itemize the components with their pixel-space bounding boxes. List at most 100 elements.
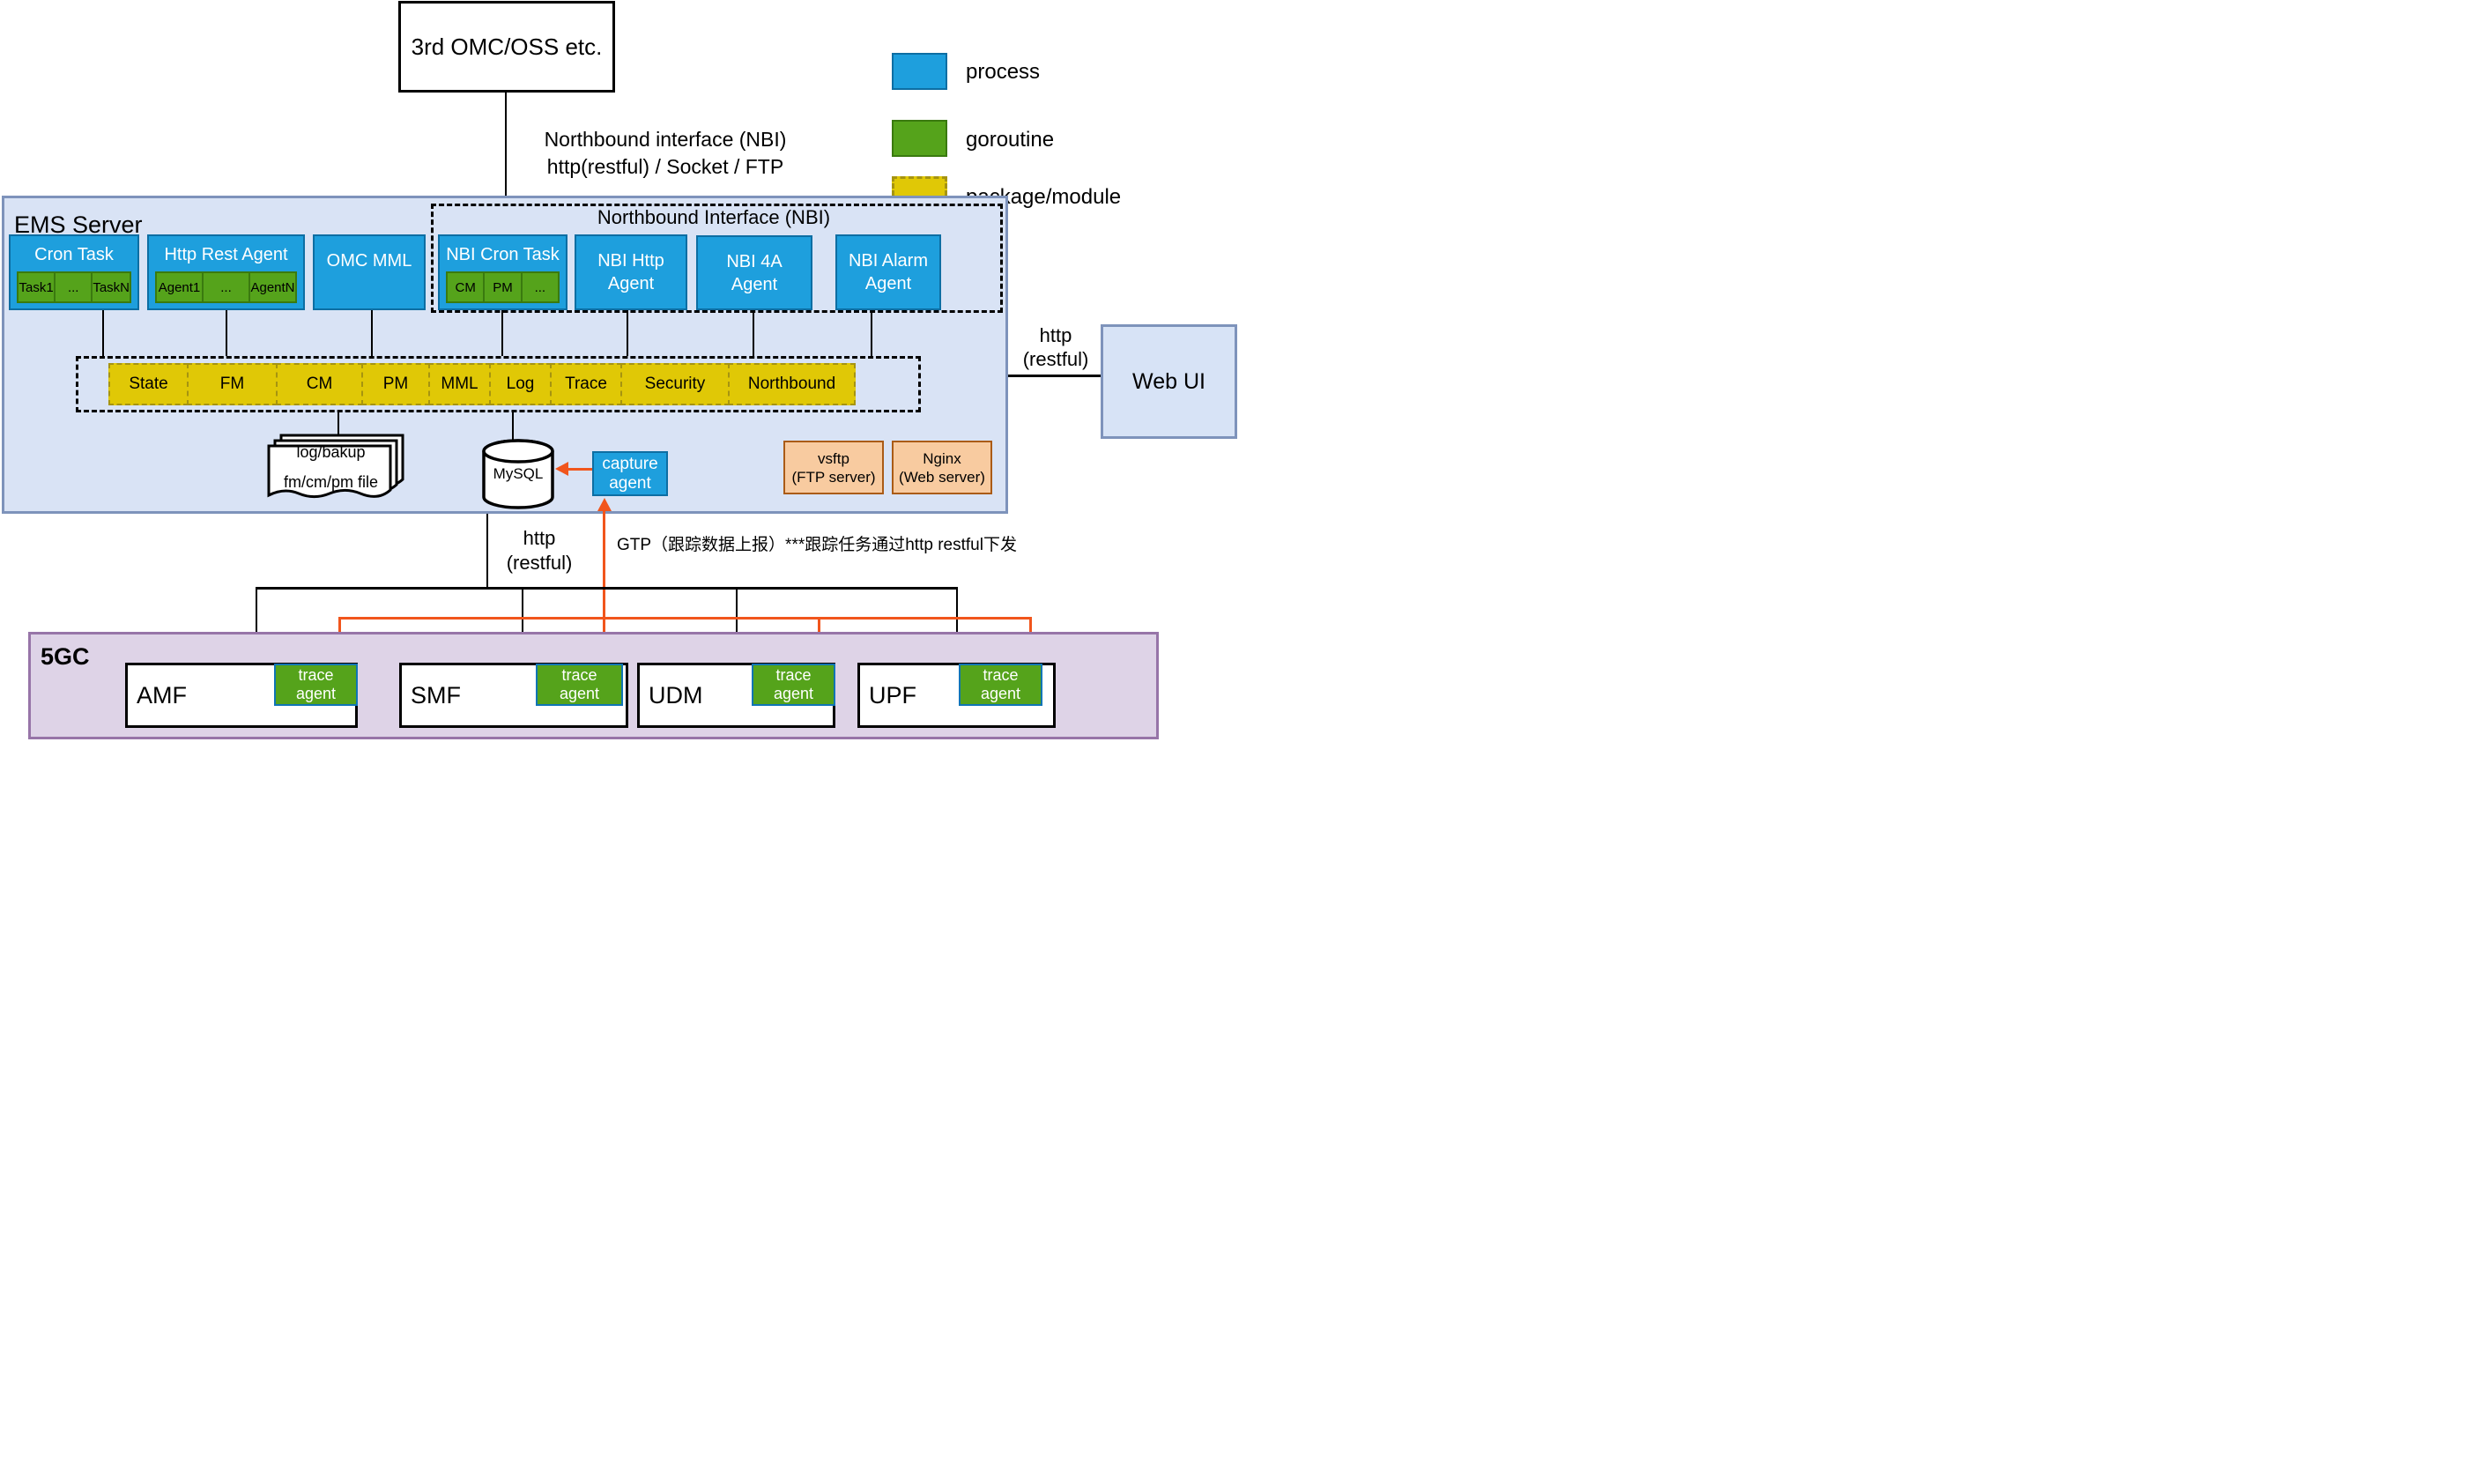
nginx-line1: Nginx: [923, 449, 961, 467]
trace-agent-udm: trace agent: [752, 664, 835, 706]
legend-goroutine-swatch: [892, 120, 947, 157]
http-rest-agent-title: Http Rest Agent: [164, 245, 288, 264]
module-log: Log: [489, 363, 552, 405]
connector-omc-to-ems: [505, 93, 507, 196]
ems-server-title: EMS Server: [14, 211, 143, 238]
connector-modules-mysql: [512, 412, 514, 445]
nbi-alarm-agent-box: NBI Alarm Agent: [835, 234, 941, 310]
webui-link-line1: http: [1039, 324, 1072, 346]
module-northbound: Northbound: [728, 363, 856, 405]
south-http-label: http (restful): [495, 526, 583, 575]
http-rest-agent-cell: Agent1: [157, 273, 204, 301]
trace-agent-line1: trace: [775, 666, 812, 684]
vsftp-box: vsftp (FTP server): [783, 441, 884, 494]
nbi-http-agent-line1: NBI Http: [597, 251, 664, 271]
web-ui-label: Web UI: [1132, 368, 1205, 394]
nginx-line2: (Web server): [899, 468, 985, 486]
module-state: State: [108, 363, 189, 405]
trace-agent-udm-title: trace agent: [774, 666, 813, 703]
module-strip: State FM CM PM MML Log Trace Security No…: [108, 363, 856, 405]
arrow-capture-to-mysql: [567, 468, 592, 471]
legend-process-swatch: [892, 53, 947, 90]
file-stack-icon: [267, 434, 404, 499]
connector-nbi4a-modules: [753, 310, 754, 356]
trace-agent-line2: agent: [295, 685, 337, 702]
module-fm: FM: [187, 363, 278, 405]
trace-agent-line1: trace: [298, 666, 334, 684]
cron-task-cell: ...: [56, 273, 93, 301]
module-pm: PM: [361, 363, 430, 405]
connector-modules-files: [338, 412, 339, 437]
bus-stub-smf: [522, 587, 523, 664]
trace-agent-line2: agent: [559, 685, 600, 702]
arrowhead-left-icon: [555, 462, 568, 476]
trace-agent-upf-title: trace agent: [981, 666, 1020, 703]
nbi-4a-agent-line1: NBI 4A: [726, 251, 783, 271]
web-ui-box: Web UI: [1101, 324, 1237, 439]
nginx-title: Nginx (Web server): [899, 449, 985, 486]
http-rest-agent-box: Http Rest Agent Agent1 ... AgentN: [147, 234, 305, 310]
bus-stub-udm: [736, 587, 738, 664]
arrowhead-up-icon: [597, 498, 612, 511]
nf-label-smf: SMF: [411, 681, 461, 709]
vsftp-line2: (FTP server): [791, 468, 876, 486]
third-party-omc-oss-label: 3rd OMC/OSS etc.: [411, 33, 603, 60]
nbi-cron-task-cell: CM: [448, 273, 486, 301]
nbi-cron-task-cell: PM: [485, 273, 523, 301]
cron-task-box: Cron Task Task1 ... TaskN: [9, 234, 139, 310]
http-rest-agent-goroutines: Agent1 ... AgentN: [155, 271, 297, 303]
nbi-link-label-line1: Northbound interface (NBI): [544, 128, 787, 151]
gtp-uplink-line: [603, 509, 605, 664]
nbi-4a-agent-box: NBI 4A Agent: [696, 235, 812, 310]
cron-task-goroutines: Task1 ... TaskN: [17, 271, 131, 303]
nf-label-upf: UPF: [869, 681, 916, 709]
nbi-alarm-agent-line1: NBI Alarm: [848, 251, 929, 271]
omc-mml-title: OMC MML: [326, 250, 412, 271]
vsftp-title: vsftp (FTP server): [791, 449, 875, 486]
connector-omcmml-modules: [371, 310, 373, 356]
module-layer-container: [76, 356, 921, 412]
trace-agent-smf-title: trace agent: [560, 666, 599, 703]
mysql-label: MySQL: [493, 465, 544, 482]
http-rest-agent-cell: AgentN: [250, 279, 295, 295]
module-trace: Trace: [550, 363, 622, 405]
fivegc-title: 5GC: [41, 643, 90, 670]
nf-label-udm: UDM: [649, 681, 703, 709]
nbi-link-label-line2: http(restful) / Socket / FTP: [546, 155, 784, 178]
connector-nbihttp-modules: [627, 310, 628, 356]
trace-agent-line1: trace: [983, 666, 1019, 684]
webui-link-label: http (restful): [1013, 323, 1098, 371]
file-stack-label-line2: fm/cm/pm file: [283, 473, 378, 491]
connector-crontask-modules: [102, 310, 104, 356]
south-http-line2: (restful): [506, 552, 573, 574]
capture-agent-line2: agent: [609, 473, 651, 493]
nginx-box: Nginx (Web server): [892, 441, 992, 494]
trace-agent-line2: agent: [980, 685, 1021, 702]
nbi-link-label: Northbound interface (NBI) http(restful)…: [524, 126, 806, 181]
trace-agent-upf: trace agent: [959, 664, 1042, 706]
cron-task-cell: TaskN: [93, 279, 130, 295]
cron-task-title: Cron Task: [34, 245, 114, 264]
nbi-alarm-agent-line2: Agent: [864, 274, 912, 293]
gtp-label: GTP（跟踪数据上报）***跟踪任务通过http restful下发: [617, 536, 1017, 554]
bus-black: [256, 587, 958, 590]
south-http-line1: http: [523, 527, 556, 549]
module-security: Security: [620, 363, 730, 405]
nbi-container: [431, 204, 1003, 313]
nbi-cron-task-box: NBI Cron Task CM PM ...: [438, 234, 567, 310]
nbi-container-title: Northbound Interface (NBI): [597, 206, 831, 228]
trace-agent-amf: trace agent: [274, 664, 358, 706]
omc-mml-box: OMC MML: [313, 234, 426, 310]
connector-nbialarm-modules: [871, 310, 872, 356]
nbi-http-agent-line2: Agent: [607, 274, 655, 293]
architecture-diagram: 3rd OMC/OSS etc. Northbound interface (N…: [0, 0, 1242, 742]
trace-agent-amf-title: trace agent: [296, 666, 336, 703]
nbi-http-agent-box: NBI Http Agent: [575, 234, 687, 310]
nbi-http-agent-title: NBI Http Agent: [576, 249, 686, 295]
nbi-alarm-agent-title: NBI Alarm Agent: [837, 249, 939, 295]
capture-agent-box: capture agent: [592, 451, 668, 496]
nbi-4a-agent-title: NBI 4A Agent: [698, 250, 811, 296]
http-rest-agent-cell: ...: [204, 273, 250, 301]
webui-link-line2: (restful): [1022, 348, 1089, 370]
nf-label-amf: AMF: [137, 681, 187, 709]
